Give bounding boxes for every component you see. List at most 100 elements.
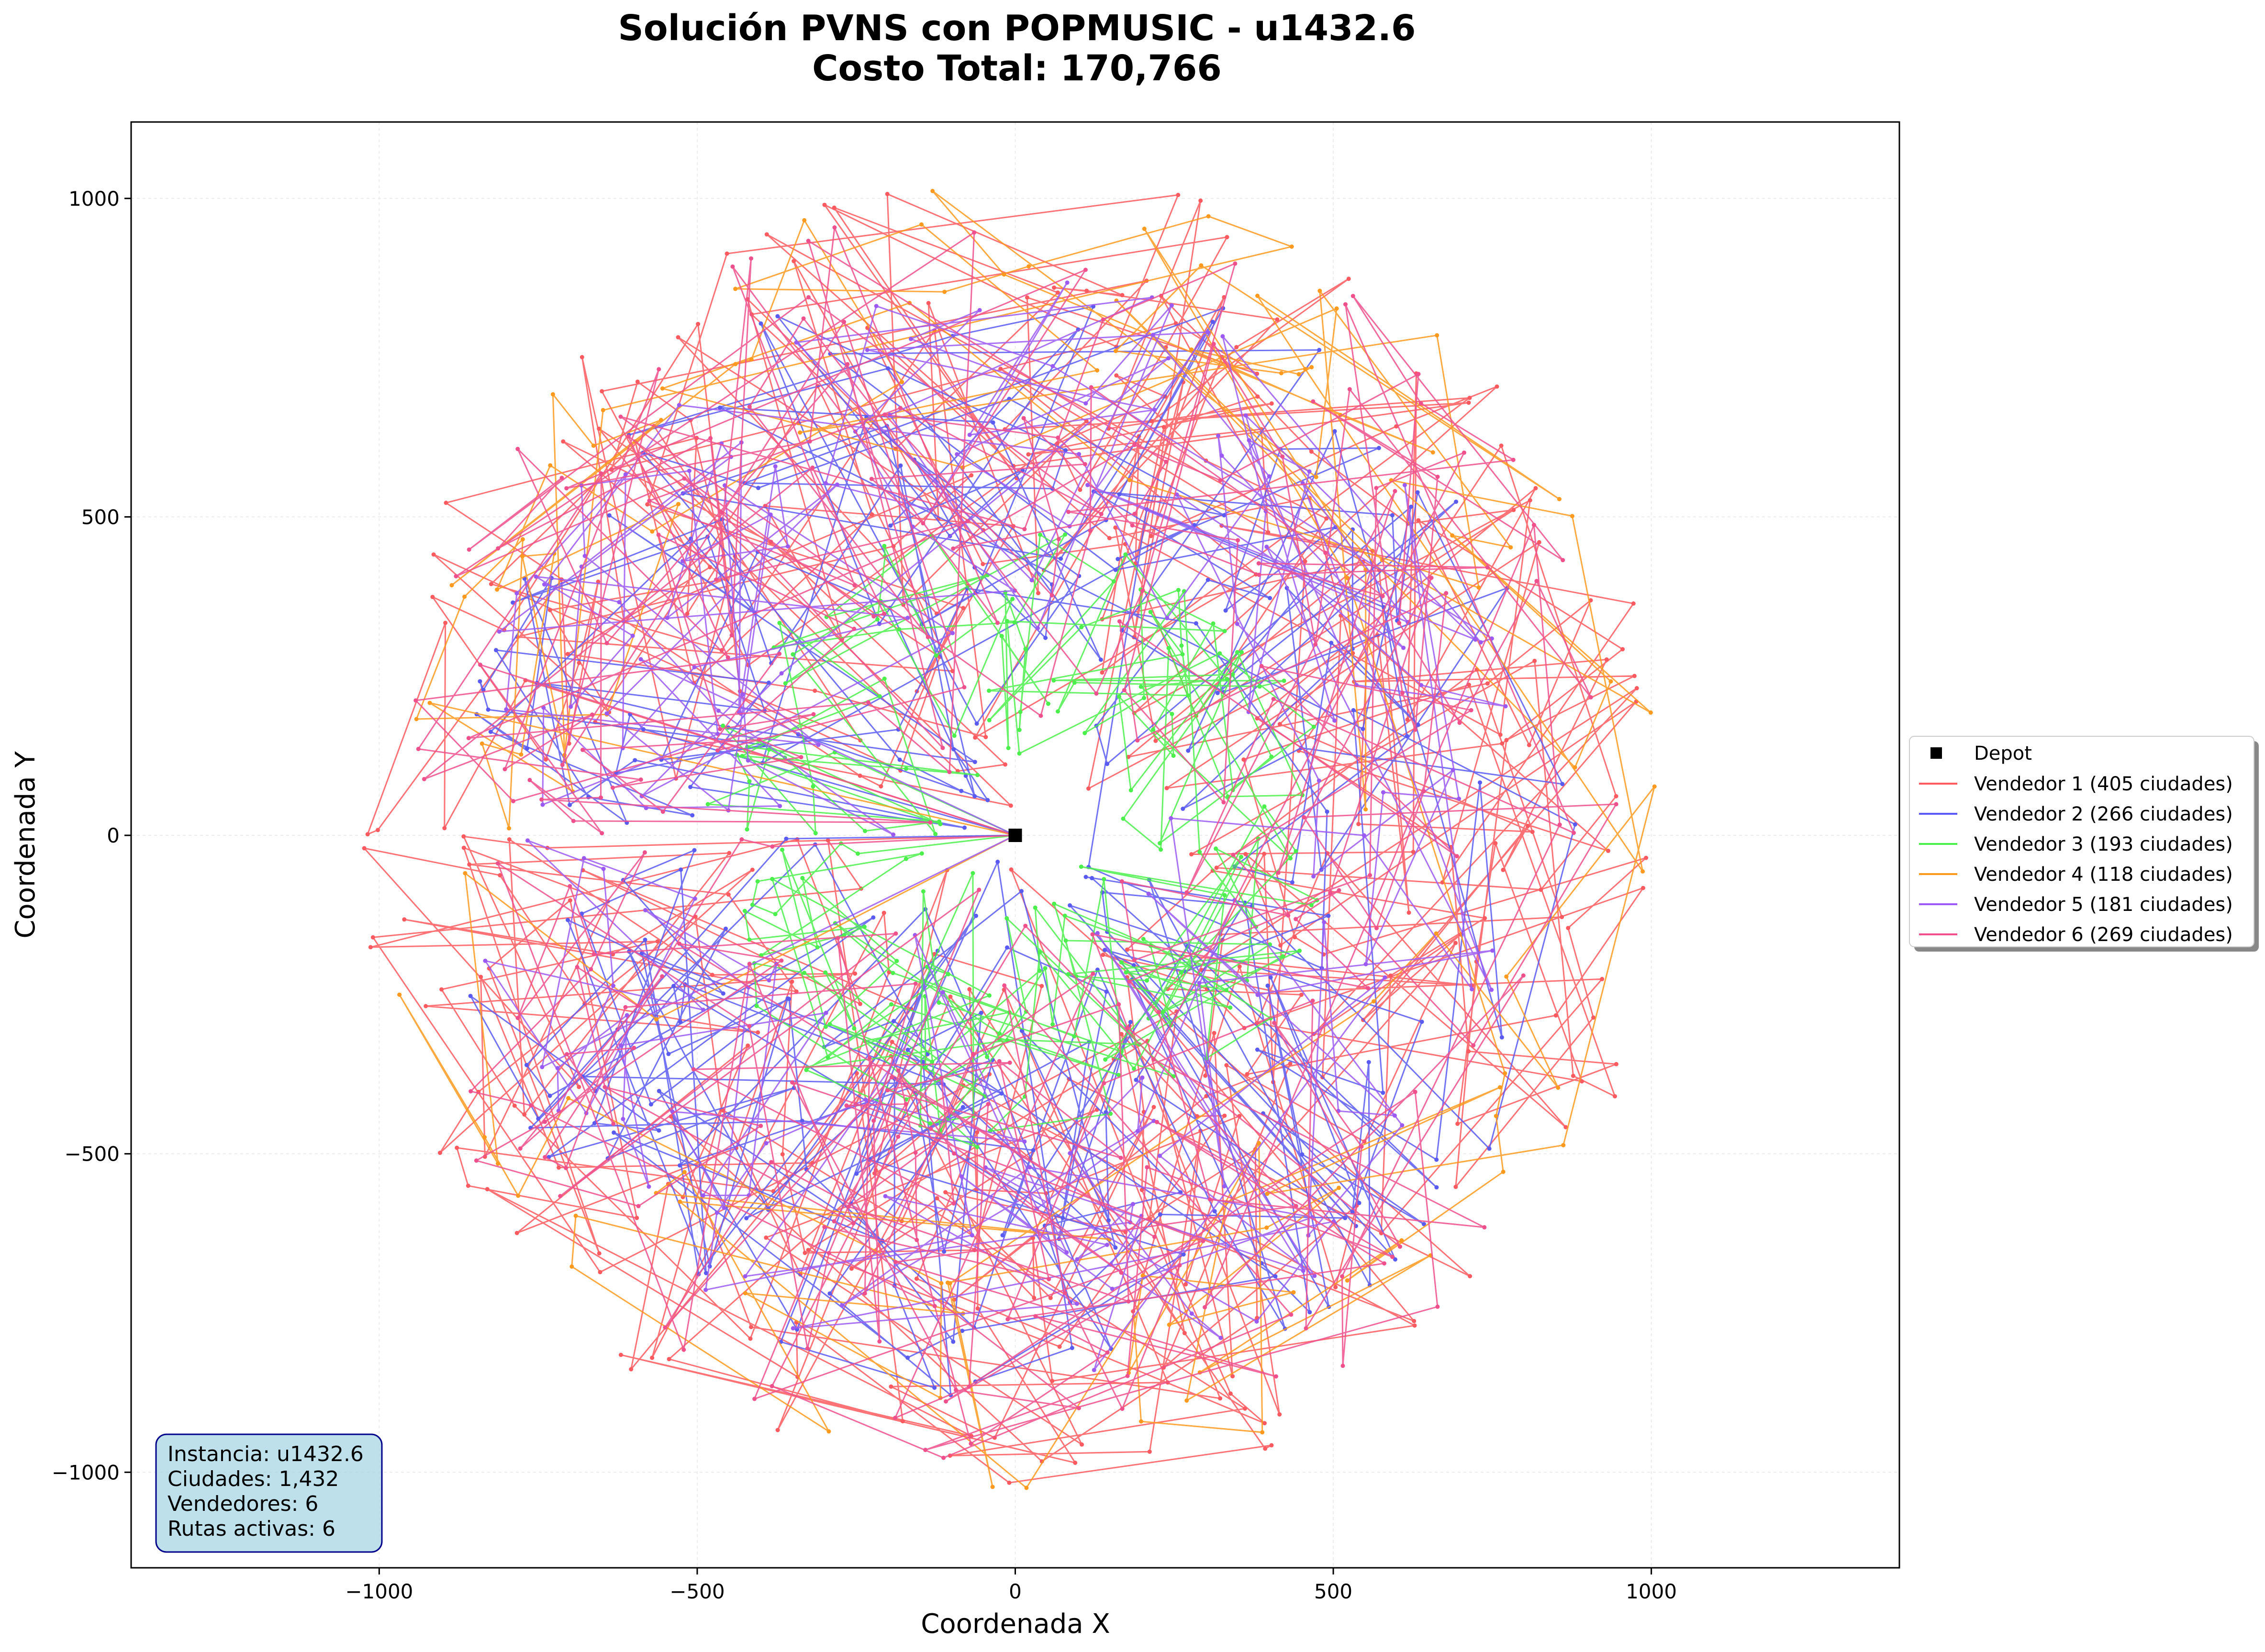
city-point [981,562,985,566]
city-point [1277,1412,1282,1417]
city-point [603,1085,607,1089]
city-point [543,1120,547,1124]
city-point [520,554,525,559]
city-point [921,889,926,894]
city-point [1219,453,1224,458]
city-point [1233,261,1238,266]
city-point [1289,1312,1294,1317]
city-point [376,828,380,832]
city-point [1501,1169,1506,1174]
city-point [1275,317,1280,322]
city-point [692,665,697,670]
city-point [1372,999,1376,1004]
city-point [565,1052,569,1056]
city-point [870,512,874,517]
city-point [862,1291,867,1296]
city-point [946,972,951,976]
city-point [780,1152,785,1157]
city-point [580,747,585,752]
city-point [1329,641,1334,645]
city-point [1259,664,1264,668]
city-point [1101,953,1105,957]
city-point [514,591,519,596]
city-point [1614,802,1618,807]
city-point [975,1306,980,1311]
city-point [1086,786,1091,791]
x-tick-label: 500 [1314,1580,1352,1603]
city-point [1332,718,1337,723]
city-point [1106,1218,1111,1223]
city-point [633,758,637,763]
city-point [893,931,898,936]
city-point [1104,989,1109,994]
city-point [1325,809,1329,814]
city-point [995,859,1000,864]
city-point [1063,532,1068,537]
city-point [1419,1020,1424,1024]
city-point [610,785,615,790]
city-point [1139,1419,1143,1424]
city-point [746,758,750,763]
city-point [726,892,731,897]
city-point [512,1103,517,1108]
city-point [1418,401,1423,406]
city-point [688,785,693,789]
city-point [1215,690,1220,695]
city-point [960,1105,965,1109]
city-point [1280,454,1285,459]
city-point [1485,565,1490,570]
city-point [951,1339,956,1344]
city-point [515,1016,520,1020]
city-point [960,1329,965,1333]
city-point [1256,561,1261,565]
city-point [1303,367,1307,371]
city-point [645,502,650,507]
city-point [1181,1252,1186,1257]
city-point [1501,867,1506,872]
city-point [402,917,407,922]
city-point [1350,294,1355,299]
city-point [1070,1346,1074,1350]
city-point [744,1216,749,1220]
city-point [1268,975,1273,980]
city-point [1111,579,1116,584]
city-point [478,679,482,684]
city-point [951,546,956,551]
city-point [1057,1344,1062,1349]
city-point [747,962,752,966]
city-point [1022,527,1027,532]
city-point [1002,983,1007,988]
city-point [1039,984,1044,988]
city-point [952,1151,957,1156]
city-point [1205,577,1210,582]
city-point [547,1093,552,1098]
city-point [1072,1034,1077,1039]
city-point [784,836,789,841]
city-point [1113,525,1118,530]
city-point [1471,1043,1476,1048]
city-point [1279,371,1283,376]
city-point [1047,1277,1051,1282]
city-point [561,439,566,444]
city-point [985,1054,990,1059]
city-point [897,627,902,632]
city-point [1323,550,1328,555]
city-point [1328,891,1333,896]
city-point [1262,1421,1267,1426]
city-point [1640,869,1645,874]
city-point [923,1448,928,1452]
city-point [1002,272,1006,277]
city-point [543,1155,547,1160]
city-point [1218,1335,1223,1340]
city-point [591,443,596,448]
city-point [626,434,631,439]
city-point [696,322,701,326]
city-point [1467,396,1472,400]
city-point [940,990,945,995]
city-point [665,616,669,620]
city-point [871,614,876,619]
city-point [1224,1063,1229,1067]
city-point [1169,303,1174,308]
city-point [1573,765,1577,770]
city-point [836,936,840,941]
